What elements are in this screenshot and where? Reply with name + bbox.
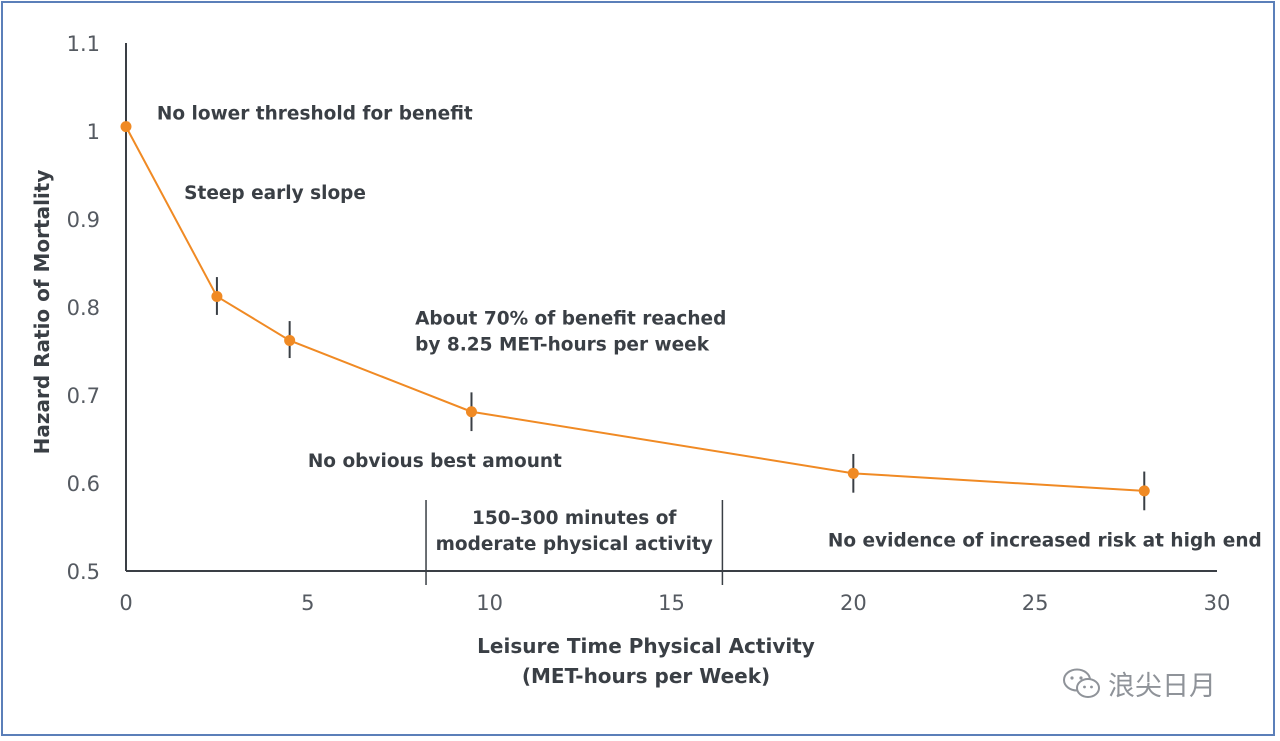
- ann-steep-early-slope: Steep early slope: [184, 183, 366, 204]
- y-tick-label: 0.6: [67, 472, 100, 496]
- series-line: [125, 126, 1145, 492]
- x-tick-label: 10: [476, 591, 503, 615]
- y-tick-label: 0.5: [67, 560, 100, 584]
- wechat-icon: [1063, 668, 1100, 698]
- data-point: [465, 406, 477, 418]
- ann-no-lower-threshold: No lower threshold for benefit: [157, 104, 473, 125]
- data-point: [211, 290, 223, 302]
- x-axis-label: (MET-hours per Week): [522, 664, 770, 688]
- ann-no-best-amount: No obvious best amount: [308, 451, 562, 472]
- data-point: [1138, 485, 1150, 497]
- x-axis-label: Leisure Time Physical Activity: [477, 634, 815, 658]
- y-tick-label: 0.7: [67, 384, 100, 408]
- series: [120, 121, 1150, 511]
- data-point: [120, 121, 132, 133]
- watermark-text: 浪尖日月: [1108, 671, 1216, 702]
- annotations: No lower threshold for benefit Steep earl…: [157, 104, 1262, 552]
- data-point: [847, 467, 859, 479]
- band-label-line: 150–300 minutes of: [472, 508, 677, 529]
- x-tick-label: 30: [1204, 591, 1231, 615]
- axes: 0 5 10 15 20 25 30 0.5 0.6 0.7 0.8 0.9 1 1.1: [67, 32, 1231, 615]
- y-tick-label: 0.8: [67, 296, 100, 320]
- ann-no-increased-risk: No evidence of increased risk at high en…: [828, 530, 1262, 551]
- ann-70-percent: by 8.25 MET-hours per week: [415, 335, 710, 356]
- band-label-line: moderate physical activity: [436, 534, 713, 555]
- y-tick-label: 1.1: [67, 32, 100, 56]
- y-tick-label: 1: [87, 120, 100, 144]
- activity-band: 150–300 minutes of moderate physical acti…: [425, 500, 724, 585]
- y-axis-label: Hazard Ratio of Mortality: [30, 170, 54, 455]
- x-tick-label: 20: [840, 591, 867, 615]
- x-tick-label: 15: [658, 591, 685, 615]
- y-tick-label: 0.9: [67, 208, 100, 232]
- x-tick-label: 25: [1022, 591, 1049, 615]
- data-point: [284, 334, 296, 346]
- axis-labels: Leisure Time Physical Activity (MET-hours…: [30, 170, 815, 688]
- watermark: 浪尖日月: [1062, 664, 1216, 703]
- x-tick-label: 0: [119, 591, 132, 615]
- x-tick-label: 5: [301, 591, 314, 615]
- ann-70-percent: About 70% of benefit reached: [415, 309, 726, 330]
